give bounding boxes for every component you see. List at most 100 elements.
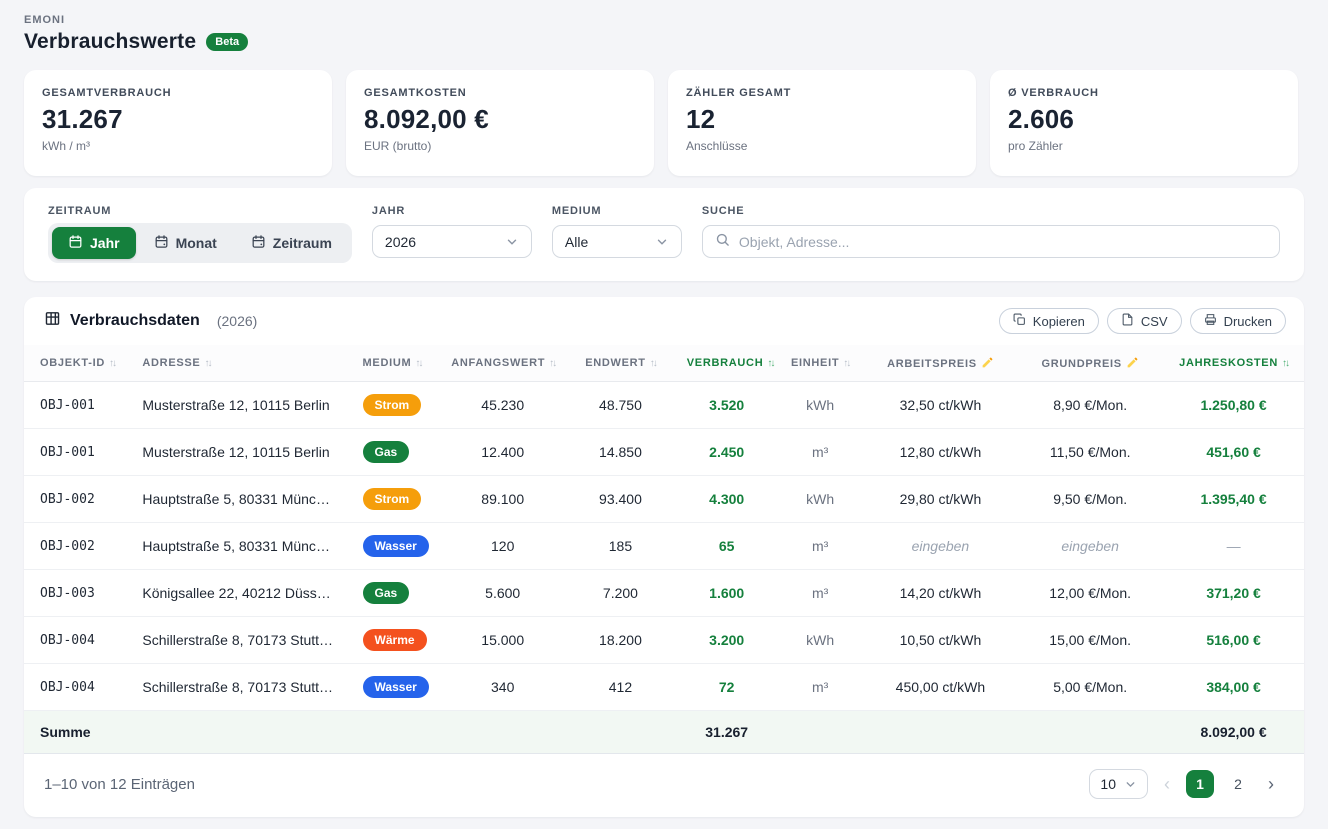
stat-cards: GESAMTVERBRAUCH 31.267 kWh / m³ GESAMTKO…: [24, 70, 1304, 176]
medium-badge: Gas: [362, 441, 410, 463]
cell-adresse: Königsallee 22, 40212 Düssel...: [126, 569, 347, 617]
jahr-label: JAHR: [371, 205, 406, 217]
cell-endwert: 18.200: [564, 616, 677, 664]
zeitraum-group: ZEITRAUM Jahr Monat Zeitraum: [48, 205, 352, 263]
cell-arbeitspreis[interactable]: 450,00 ct/kWh: [863, 663, 1018, 711]
cell-arbeitspreis[interactable]: 29,80 ct/kWh: [863, 475, 1018, 523]
cell-jahreskosten: 516,00 €: [1163, 616, 1304, 664]
medium-badge: Wärme: [362, 629, 427, 651]
cell-jahreskosten: 1.250,80 €: [1163, 381, 1304, 429]
csv-button[interactable]: CSV: [1106, 308, 1182, 334]
segment-zeitraum[interactable]: Zeitraum: [235, 227, 348, 259]
print-button[interactable]: Drucken: [1189, 308, 1286, 334]
pencil-icon: [982, 357, 993, 368]
copy-button[interactable]: Kopieren: [998, 308, 1099, 334]
column-header-medium[interactable]: MEDIUM ↑↓: [346, 345, 442, 382]
cell-grundpreis[interactable]: 8,90 €/Mon.: [1017, 381, 1164, 429]
table-panel: Verbrauchsdaten (2026) Kopieren CSV Druc…: [24, 297, 1304, 817]
cell-grundpreis[interactable]: 9,50 €/Mon.: [1017, 475, 1164, 523]
segment-monat[interactable]: Monat: [138, 227, 233, 259]
cell-arbeitspreis[interactable]: 12,80 ct/kWh: [863, 428, 1018, 476]
cell-arbeitspreis[interactable]: 14,20 ct/kWh: [863, 569, 1018, 617]
cell-objekt-id: OBJ-001: [24, 428, 127, 476]
pencil-icon: [1127, 357, 1138, 368]
cell-medium: Wasser: [346, 663, 442, 711]
medium-label: MEDIUM: [551, 205, 602, 217]
medium-badge: Strom: [362, 488, 422, 510]
medium-select[interactable]: Alle: [551, 225, 682, 258]
cell-einheit: m³: [776, 569, 864, 617]
suche-group: SUCHE: [701, 205, 1280, 258]
table-footer: 1–10 von 12 Einträgen 10 ‹ 1 2 ›: [24, 754, 1304, 817]
table-header-row: OBJEKT-ID ↑↓ ADRESSE ↑↓ MEDIUM ↑↓ ANFANGSWE…: [24, 345, 1304, 382]
cell-adresse: Musterstraße 12, 10115 Berlin: [126, 381, 347, 429]
consumption-table: OBJEKT-ID ↑↓ ADRESSE ↑↓ MEDIUM ↑↓ ANFANGSWE…: [24, 345, 1304, 754]
cell-adresse: Musterstraße 12, 10115 Berlin: [126, 428, 347, 476]
cell-grundpreis[interactable]: 12,00 €/Mon.: [1017, 569, 1164, 617]
segment-jahr[interactable]: Jahr: [52, 227, 136, 259]
cell-adresse: Hauptstraße 5, 80331 München: [126, 475, 347, 523]
segment-label: Jahr: [90, 235, 120, 251]
jahr-select[interactable]: 2026: [371, 225, 532, 258]
cell-anfangswert: 12.400: [441, 428, 565, 476]
table-row: OBJ-003 Königsallee 22, 40212 Düssel... …: [24, 569, 1304, 617]
summary-row: Summe 31.267 8.092,00 €: [24, 710, 1304, 754]
column-header-adresse[interactable]: ADRESSE ↑↓: [126, 345, 347, 382]
cell-anfangswert: 89.100: [441, 475, 565, 523]
table-row: OBJ-001 Musterstraße 12, 10115 Berlin Ga…: [24, 428, 1304, 476]
cell-verbrauch: 2.450: [676, 428, 777, 476]
table-row: OBJ-004 Schillerstraße 8, 70173 Stuttg..…: [24, 616, 1304, 664]
sort-icon: ↑↓: [108, 358, 117, 369]
page-button-1[interactable]: 1: [1186, 770, 1214, 798]
cell-grundpreis[interactable]: 15,00 €/Mon.: [1017, 616, 1164, 664]
cell-jahreskosten: 1.395,40 €: [1163, 475, 1304, 523]
cell-grundpreis[interactable]: 5,00 €/Mon.: [1017, 663, 1164, 711]
cell-endwert: 412: [564, 663, 677, 711]
cell-grundpreis[interactable]: 11,50 €/Mon.: [1017, 428, 1164, 476]
cell-arbeitspreis[interactable]: 32,50 ct/kWh: [863, 381, 1018, 429]
table-actions: Kopieren CSV Drucken: [998, 308, 1286, 334]
cell-anfangswert: 340: [441, 663, 565, 711]
page-button-2[interactable]: 2: [1224, 770, 1252, 798]
zeitraum-segmented-control: Jahr Monat Zeitraum: [48, 223, 352, 263]
stat-sub: kWh / m³: [42, 139, 90, 153]
cell-medium: Strom: [346, 381, 442, 429]
column-header-objekt-id[interactable]: OBJEKT-ID ↑↓: [24, 345, 127, 382]
sort-icon: ↑↓: [415, 358, 423, 369]
column-header-jahreskosten[interactable]: JAHRESKOSTEN ↑↓: [1163, 345, 1304, 382]
page-size-select[interactable]: 10: [1089, 769, 1148, 799]
sort-icon: ↑↓: [1282, 358, 1290, 369]
filter-bar: ZEITRAUM Jahr Monat Zeitraum JAHR 202: [24, 188, 1304, 281]
cell-arbeitspreis[interactable]: 10,50 ct/kWh: [863, 616, 1018, 664]
prev-page-button[interactable]: ‹: [1158, 774, 1176, 795]
cell-objekt-id: OBJ-004: [24, 663, 127, 711]
table-row: OBJ-002 Hauptstraße 5, 80331 München Str…: [24, 475, 1304, 523]
next-page-button[interactable]: ›: [1262, 774, 1280, 795]
cell-jahreskosten: 451,60 €: [1163, 428, 1304, 476]
segment-label: Monat: [175, 235, 217, 251]
cell-anfangswert: 15.000: [441, 616, 565, 664]
cell-medium: Gas: [346, 428, 442, 476]
beta-badge: Beta: [206, 33, 249, 51]
brand-label: EMONI: [24, 14, 66, 26]
sort-icon: ↑↓: [649, 358, 658, 369]
medium-badge: Gas: [362, 582, 410, 604]
table-subtitle: (2026): [216, 313, 258, 329]
stat-card-gesamtkosten: GESAMTKOSTEN 8.092,00 € EUR (brutto): [346, 70, 654, 176]
cell-einheit: kWh: [776, 475, 864, 523]
column-header-endwert[interactable]: ENDWERT ↑↓: [564, 345, 677, 382]
cell-arbeitspreis[interactable]: eingeben: [863, 522, 1018, 570]
cell-verbrauch: 72: [676, 663, 777, 711]
cell-medium: Wärme: [346, 616, 442, 664]
column-header-verbrauch[interactable]: VERBRAUCH ↑↓: [676, 345, 777, 382]
cell-medium: Gas: [346, 569, 442, 617]
cell-grundpreis[interactable]: eingeben: [1017, 522, 1164, 570]
column-header-einheit[interactable]: EINHEIT ↑↓: [776, 345, 864, 382]
column-header-anfangswert[interactable]: ANFANGSWERT ↑↓: [441, 345, 565, 382]
search-input[interactable]: [738, 233, 1267, 250]
table-row: OBJ-002 Hauptstraße 5, 80331 München Was…: [24, 522, 1304, 570]
medium-select-value: Alle: [564, 233, 589, 250]
cell-objekt-id: OBJ-001: [24, 381, 127, 429]
medium-group: MEDIUM Alle: [551, 205, 682, 258]
